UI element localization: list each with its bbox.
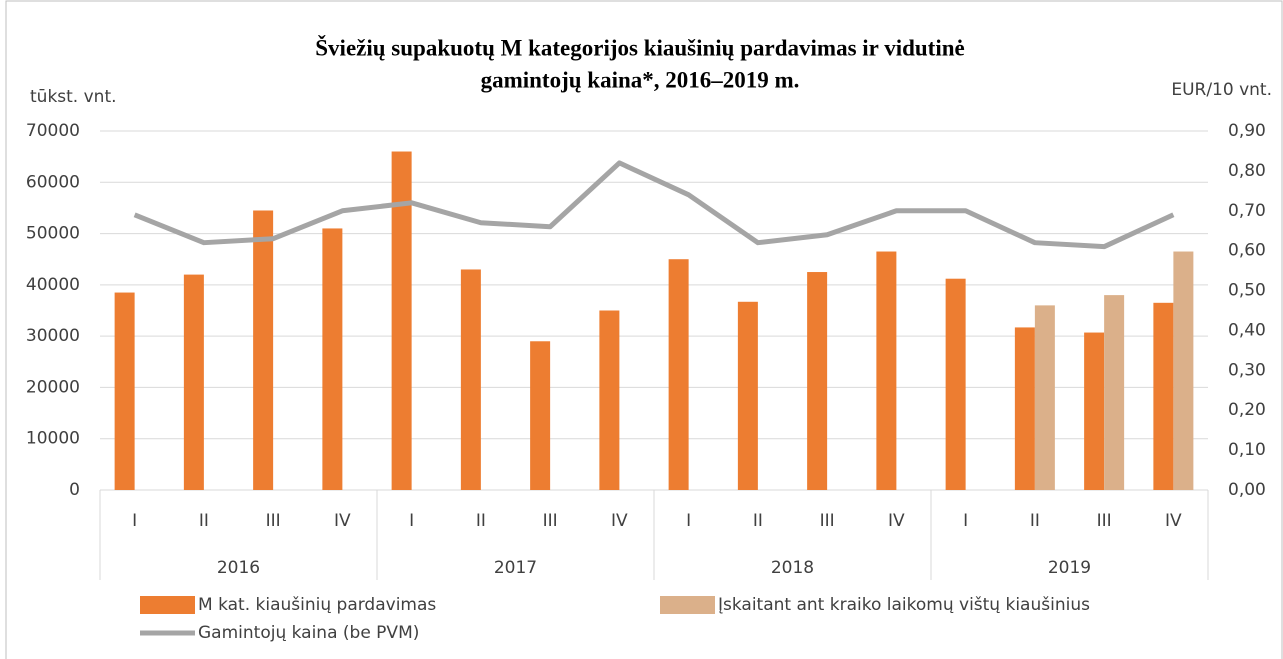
chart-title: Šviežių supakuotų M kategorijos kiaušini… [315, 34, 964, 60]
x-tick-label: II [1030, 511, 1040, 531]
x-tick-label: I [409, 511, 414, 531]
y2-axis-label: EUR/10 vnt. [1171, 80, 1272, 100]
bar [322, 228, 343, 490]
bar [183, 274, 204, 490]
bar [1034, 305, 1055, 490]
x-tick-label: III [820, 511, 835, 531]
bar [1084, 332, 1105, 490]
bar [737, 301, 758, 490]
legend-swatch [660, 596, 715, 614]
x-tick-label: III [1097, 511, 1112, 531]
legend-label: Įskaitant ant kraiko laikomų vištų kiauš… [718, 595, 1090, 615]
y2-tick-label: 0,80 [1228, 161, 1266, 181]
x-tick-label: II [476, 511, 486, 531]
group-label: 2016 [217, 558, 260, 578]
bar [945, 278, 966, 490]
x-tick-label: II [753, 511, 763, 531]
y2-tick-label: 0,30 [1228, 360, 1266, 380]
bar [530, 341, 551, 490]
chart-title: gamintojų kaina*, 2016–2019 m. [481, 67, 800, 92]
line-series [133, 160, 1175, 250]
y2-tick-label: 0,20 [1228, 400, 1266, 420]
y-tick-label: 50000 [26, 224, 80, 244]
bar [460, 269, 481, 490]
x-tick-label: I [132, 511, 137, 531]
group-label: 2017 [494, 558, 537, 578]
bar [1153, 302, 1174, 490]
legend-label: Gamintojų kaina (be PVM) [198, 623, 419, 643]
group-label: 2018 [771, 558, 814, 578]
bar [807, 272, 828, 490]
y-tick-label: 0 [69, 480, 80, 500]
bar [391, 151, 412, 490]
x-tick-label: IV [1165, 511, 1182, 531]
y2-tick-label: 0,60 [1228, 241, 1266, 261]
x-tick-label: III [266, 511, 281, 531]
y-axis-label: tūkst. vnt. [30, 87, 117, 107]
bar [253, 210, 274, 490]
y-tick-label: 30000 [26, 326, 80, 346]
legend-swatch [140, 596, 195, 614]
y2-tick-label: 0,70 [1228, 201, 1266, 221]
x-tick-label: I [686, 511, 691, 531]
bar [1173, 251, 1194, 490]
bar [876, 251, 897, 490]
x-tick-label: IV [334, 511, 351, 531]
y-tick-label: 20000 [26, 377, 80, 397]
y2-tick-label: 0,90 [1228, 121, 1266, 141]
y2-tick-label: 0,40 [1228, 320, 1266, 340]
bar [1104, 295, 1125, 490]
x-tick-label: IV [888, 511, 905, 531]
x-tick-label: IV [611, 511, 628, 531]
y2-tick-label: 0,10 [1228, 440, 1266, 460]
y2-tick-label: 0,50 [1228, 281, 1266, 301]
bar [668, 259, 689, 490]
x-tick-label: I [963, 511, 968, 531]
y-tick-label: 60000 [26, 172, 80, 192]
y-tick-label: 10000 [26, 429, 80, 449]
legend-label: M kat. kiaušinių pardavimas [198, 595, 436, 615]
x-tick-label: II [199, 511, 209, 531]
chart-frame [5, 0, 1283, 659]
group-label: 2019 [1048, 558, 1091, 578]
y-tick-label: 40000 [26, 275, 80, 295]
y2-tick-label: 0,00 [1228, 480, 1266, 500]
y-tick-label: 70000 [26, 121, 80, 141]
bar [1014, 327, 1035, 490]
bar [114, 292, 135, 490]
x-tick-label: III [543, 511, 558, 531]
bar [599, 310, 620, 490]
